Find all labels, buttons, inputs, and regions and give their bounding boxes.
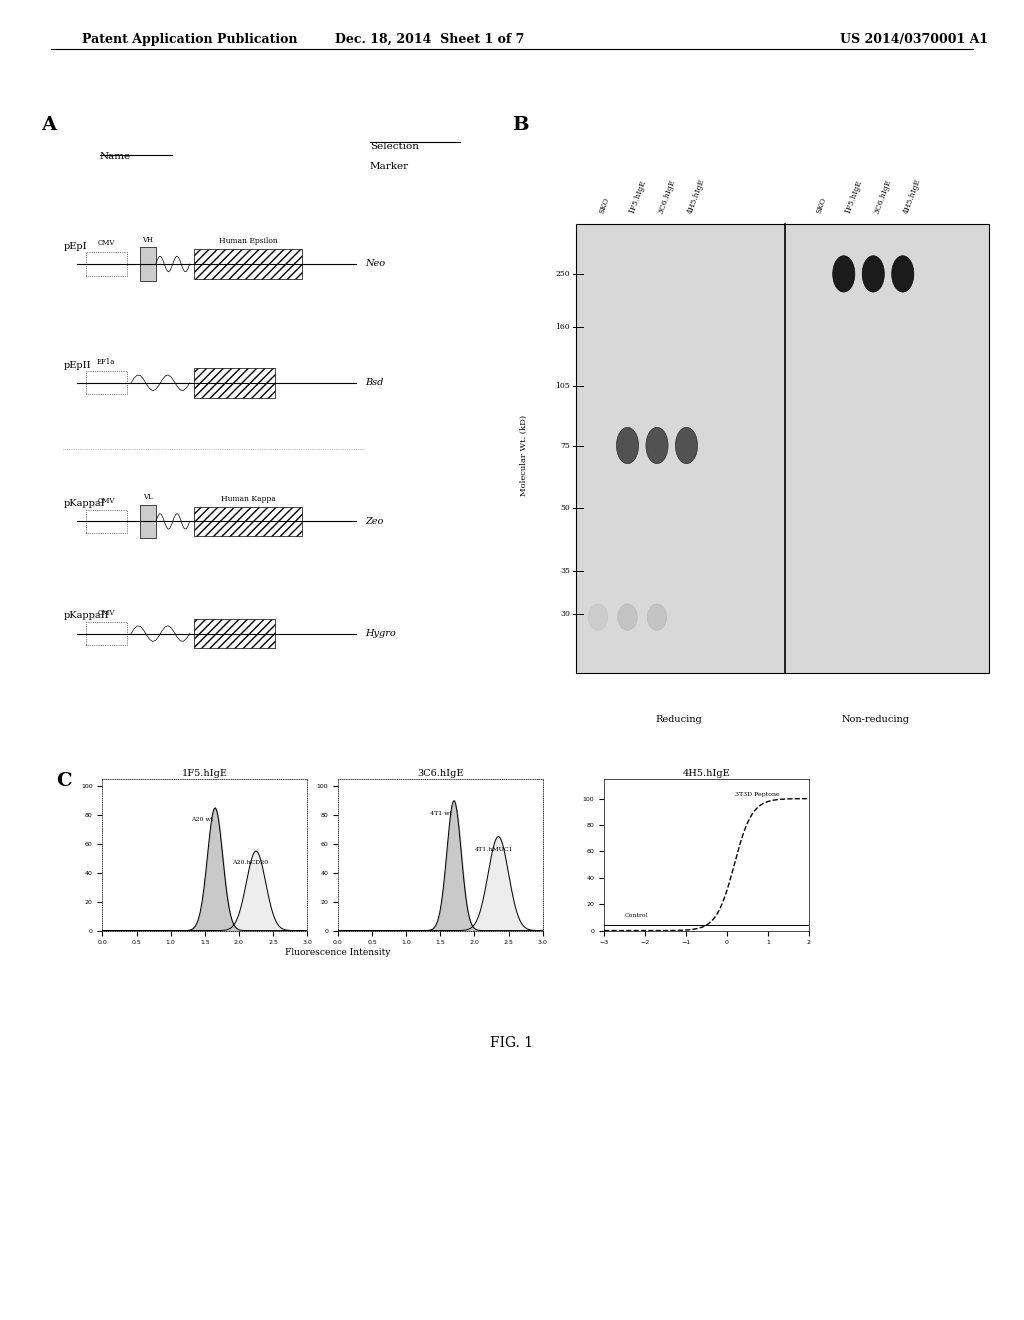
Bar xyxy=(195,249,302,279)
Text: 35: 35 xyxy=(560,566,570,576)
Text: EF1a: EF1a xyxy=(97,358,116,366)
Ellipse shape xyxy=(676,428,697,463)
Text: pKappaII: pKappaII xyxy=(63,611,110,620)
Text: SKO: SKO xyxy=(598,195,611,214)
Bar xyxy=(86,371,127,395)
Text: VH: VH xyxy=(142,235,154,243)
Text: 3C6.hIgE: 3C6.hIgE xyxy=(873,178,893,214)
Text: Reducing: Reducing xyxy=(655,715,702,723)
Bar xyxy=(195,507,302,536)
Ellipse shape xyxy=(617,605,637,631)
Text: Dec. 18, 2014  Sheet 1 of 7: Dec. 18, 2014 Sheet 1 of 7 xyxy=(336,33,524,46)
Text: Zeo: Zeo xyxy=(366,517,384,525)
Ellipse shape xyxy=(646,428,668,463)
Text: US 2014/0370001 A1: US 2014/0370001 A1 xyxy=(840,33,988,46)
Bar xyxy=(86,622,127,645)
Title: 4H5.hIgE: 4H5.hIgE xyxy=(683,770,730,777)
Bar xyxy=(140,248,156,281)
Text: Human Kappa: Human Kappa xyxy=(221,495,275,503)
Text: 3C6.hIgE: 3C6.hIgE xyxy=(657,178,677,214)
Text: Selection: Selection xyxy=(370,143,419,150)
Text: 4H5.hIgE: 4H5.hIgE xyxy=(686,177,707,214)
Text: 3T3D Peptone: 3T3D Peptone xyxy=(735,792,780,797)
Text: pEpII: pEpII xyxy=(63,360,91,370)
Ellipse shape xyxy=(647,605,667,631)
Text: Marker: Marker xyxy=(370,162,409,170)
Text: Hygro: Hygro xyxy=(366,630,396,638)
Text: CMV: CMV xyxy=(97,239,115,247)
Text: Name: Name xyxy=(99,152,131,161)
Bar xyxy=(195,619,275,648)
Text: A20 wt: A20 wt xyxy=(191,817,214,822)
Text: SKO: SKO xyxy=(814,195,827,214)
Text: Patent Application Publication: Patent Application Publication xyxy=(82,33,297,46)
Text: VL: VL xyxy=(143,492,153,502)
Text: 250: 250 xyxy=(555,269,570,279)
Ellipse shape xyxy=(862,256,885,292)
Bar xyxy=(575,224,989,673)
Ellipse shape xyxy=(833,256,855,292)
Text: Human Epsilon: Human Epsilon xyxy=(219,238,278,246)
Text: Bsd: Bsd xyxy=(366,379,384,387)
Ellipse shape xyxy=(616,428,639,463)
Bar xyxy=(140,506,156,539)
Text: 4T1 wt: 4T1 wt xyxy=(430,810,453,816)
Bar xyxy=(86,510,127,533)
Text: CMV: CMV xyxy=(97,496,115,504)
Bar xyxy=(195,368,275,397)
Text: 75: 75 xyxy=(560,441,570,450)
Text: A20.hCD20: A20.hCD20 xyxy=(232,861,268,865)
Text: 30: 30 xyxy=(560,610,570,618)
Ellipse shape xyxy=(892,256,913,292)
Text: pKappaI: pKappaI xyxy=(63,499,105,508)
Text: 50: 50 xyxy=(560,504,570,512)
Text: Non-reducing: Non-reducing xyxy=(842,715,909,723)
Text: 160: 160 xyxy=(555,322,570,331)
Text: B: B xyxy=(512,116,528,133)
Text: Control: Control xyxy=(625,913,648,919)
Text: 1F5.hIgE: 1F5.hIgE xyxy=(628,178,647,214)
Title: 3C6.hIgE: 3C6.hIgE xyxy=(417,770,464,777)
Text: 1F5.hIgE: 1F5.hIgE xyxy=(844,178,863,214)
Text: A: A xyxy=(41,116,56,133)
Text: Fluorescence Intensity: Fluorescence Intensity xyxy=(285,948,391,957)
Text: 4H5.hIgE: 4H5.hIgE xyxy=(903,177,923,214)
Text: Neo: Neo xyxy=(366,260,385,268)
Text: Molecular Wt. (kD): Molecular Wt. (kD) xyxy=(520,414,528,496)
Text: C: C xyxy=(56,772,72,791)
Text: pEpI: pEpI xyxy=(63,242,87,251)
Title: 1F5.hIgE: 1F5.hIgE xyxy=(182,770,227,777)
Text: 105: 105 xyxy=(555,381,570,391)
Text: FIG. 1: FIG. 1 xyxy=(490,1036,534,1051)
Text: 4T1.hMUC1: 4T1.hMUC1 xyxy=(474,847,513,853)
Ellipse shape xyxy=(588,605,608,631)
Text: CMV: CMV xyxy=(97,609,115,616)
Bar xyxy=(86,252,127,276)
